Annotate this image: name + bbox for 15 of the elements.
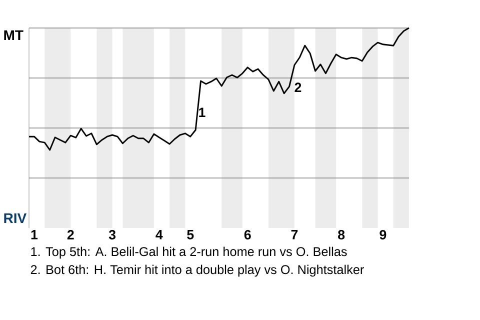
x-tick-label: 1	[31, 230, 38, 240]
text: 2. Bot 6th: H. Temir hit into a double play vs O. Nightstalker	[30, 264, 364, 277]
x-tick-label: 5	[187, 230, 194, 240]
x-tick-label: 6	[244, 230, 251, 240]
annotation: 2	[294, 82, 302, 92]
annotation: 1	[199, 108, 206, 117]
x-tick-label: 7	[291, 230, 298, 240]
text: MT	[4, 30, 24, 40]
x-tick-label: 3	[108, 230, 116, 240]
x-tick-label: 2	[67, 230, 74, 240]
text: RIV	[4, 213, 27, 223]
x-tick-label: 8	[338, 230, 345, 240]
text: 1. Top 5th: A. Belil-Gal hit a 2-run home run vs O. Bellas	[31, 246, 347, 259]
x-tick-label: 4	[156, 230, 163, 240]
x-tick-label: 9	[380, 230, 386, 240]
